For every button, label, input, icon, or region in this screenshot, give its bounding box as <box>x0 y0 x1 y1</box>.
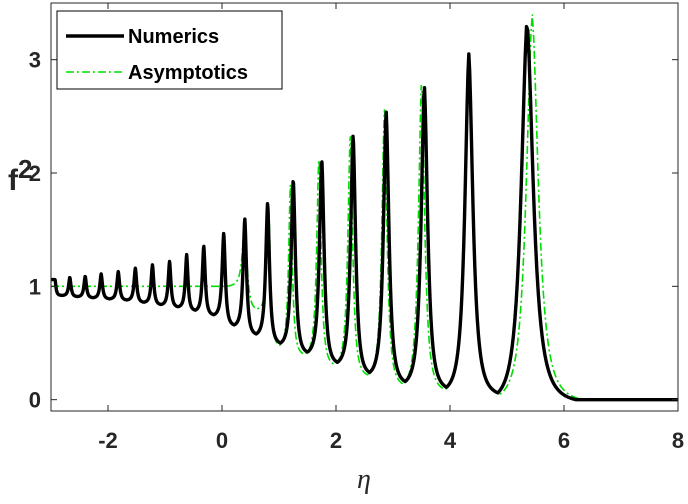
x-tick-label: 8 <box>672 428 684 453</box>
legend-numerics-label: Numerics <box>128 26 219 48</box>
legend: Numerics Asymptotics <box>56 10 283 90</box>
plot-frame <box>50 2 679 412</box>
series-numerics-line <box>51 24 678 402</box>
x-tick-label: 0 <box>216 428 228 453</box>
x-tick-label: -2 <box>98 428 118 453</box>
x-axis-label: η <box>357 464 371 495</box>
legend-asymptotics-label: Asymptotics <box>128 62 248 84</box>
y-tick-label: 1 <box>29 274 41 299</box>
x-tick-label: 2 <box>330 428 342 453</box>
x-tick-label: 6 <box>558 428 570 453</box>
y-tick-label: 2 <box>29 161 41 186</box>
y-axis-label: f2 <box>8 154 32 197</box>
y-axis-ticks: 0 1 2 3 <box>29 48 678 413</box>
y-tick-label: 3 <box>29 48 41 73</box>
legend-box <box>56 10 283 90</box>
x-tick-label: 4 <box>444 428 457 453</box>
y-tick-label: 0 <box>29 388 41 413</box>
x-axis-ticks: -2 0 2 4 6 8 <box>98 3 684 453</box>
